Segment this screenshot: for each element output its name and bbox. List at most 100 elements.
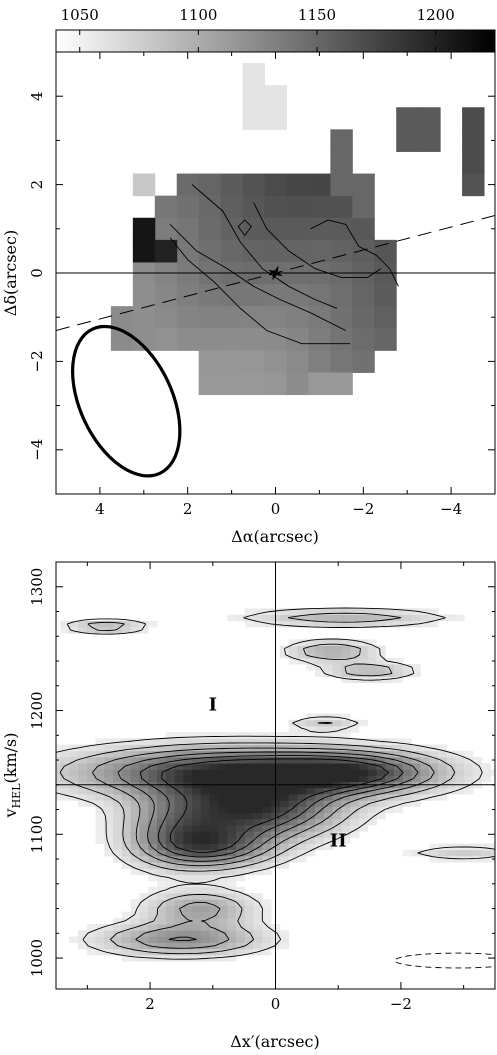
pv-pixel: [341, 657, 351, 665]
velocity-pixel: [198, 239, 222, 263]
pv-pixel: [332, 732, 342, 739]
velocity-pixel: [264, 372, 287, 396]
pv-pixel: [358, 750, 369, 758]
pv-pixel: [104, 818, 114, 826]
pv-pixel: [209, 855, 219, 863]
pv-pixel: [192, 825, 202, 832]
pv-pixel: [60, 744, 70, 752]
pv-pixel: [244, 948, 254, 956]
pv-pixel: [104, 763, 114, 770]
pv-pixel: [411, 800, 421, 807]
pv-pixel: [341, 744, 351, 752]
pv-pixel: [148, 874, 158, 882]
pv-pixel: [130, 744, 140, 752]
pv-pixel: [183, 868, 193, 875]
pv-pixel: [121, 775, 132, 783]
velocity-pixel: [198, 195, 222, 219]
velocity-pixel: [286, 239, 309, 263]
pv-pixel: [218, 917, 228, 925]
pv-pixel: [200, 744, 211, 752]
pv-pixel: [358, 664, 369, 671]
velocity-pixel: [242, 306, 266, 329]
pv-pixel: [200, 794, 211, 801]
pv-pixel: [200, 911, 211, 919]
pv-pixel: [323, 620, 333, 628]
pv-pixel: [367, 738, 377, 745]
pv-pixel: [69, 750, 79, 758]
pv-pixel: [350, 608, 360, 616]
pv-pixel: [200, 893, 211, 900]
pv-pixel: [297, 719, 307, 727]
pv-pixel: [253, 855, 263, 863]
pv-pixel: [455, 763, 465, 770]
pv-pixel: [341, 837, 351, 844]
pv-pixel: [227, 893, 237, 900]
pv-pixel: [402, 756, 412, 764]
pv-pixel: [165, 756, 175, 764]
pv-pixel: [86, 948, 96, 956]
pv-pixel: [148, 818, 158, 826]
pv-pixel: [279, 942, 290, 950]
pv-pixel: [341, 676, 351, 684]
pv-pixel: [332, 614, 342, 622]
velocity-pixel: [286, 306, 309, 329]
pv-pixel: [156, 899, 167, 906]
pv-pixel: [341, 713, 351, 721]
pv-contour: [117, 751, 419, 942]
pv-pixel: [139, 794, 149, 801]
pv-pixel: [473, 775, 483, 783]
pv-pixel: [244, 800, 254, 807]
pv-pixel: [130, 794, 140, 801]
pv-pixel: [288, 831, 298, 838]
pv-pixel: [218, 942, 228, 950]
pv-pixel: [130, 620, 140, 628]
pv-pixel: [262, 800, 272, 807]
pv-pixel: [86, 744, 96, 752]
pv-pixel: [402, 608, 412, 616]
pv-pixel: [121, 744, 132, 752]
pv-pixel: [121, 825, 132, 832]
pv-pixel: [192, 936, 202, 943]
pv-pixel: [288, 750, 298, 758]
pv-pixel: [165, 942, 175, 950]
pv-pixel: [104, 620, 114, 628]
pv-pixel: [244, 868, 254, 875]
pv-pixel: [297, 756, 307, 764]
pv-pixel: [376, 608, 386, 616]
pv-pixel: [121, 750, 132, 758]
pv-pixel: [253, 818, 263, 826]
pv-pixel: [209, 849, 219, 857]
velocity-pixel: [154, 239, 178, 263]
pv-pixel: [473, 843, 483, 851]
pv-pixel: [200, 905, 211, 913]
pv-pixel: [192, 917, 202, 925]
pv-pixel: [262, 917, 272, 925]
pv-pixel: [113, 763, 123, 770]
pv-pixel: [77, 775, 88, 783]
velocity-ytick-label: −4: [28, 439, 46, 461]
pv-pixel: [95, 800, 105, 807]
pv-pixel: [244, 911, 254, 919]
pv-pixel: [288, 769, 298, 776]
pv-pixel: [279, 750, 290, 758]
pv-pixel: [420, 787, 430, 795]
pv-pixel: [411, 849, 421, 857]
pv-pixel: [139, 825, 149, 832]
pv-pixel: [481, 855, 492, 863]
pv-pixel: [60, 763, 70, 770]
pv-pixel: [148, 756, 158, 764]
pv-pixel: [130, 769, 140, 776]
pv-pixel: [288, 732, 298, 739]
pv-pixel: [77, 930, 88, 937]
pv-pixel: [306, 806, 316, 814]
velocity-pixel: [242, 195, 266, 219]
pv-pixel: [165, 880, 175, 888]
velocity-pixel: [198, 306, 222, 329]
pv-pixel: [279, 756, 290, 764]
pv-pixel: [350, 818, 360, 826]
pv-pixel: [253, 620, 263, 628]
pv-pixel: [183, 837, 193, 844]
pv-pixel: [323, 812, 333, 820]
pv-pixel: [455, 756, 465, 764]
pv-pixel: [218, 899, 228, 906]
